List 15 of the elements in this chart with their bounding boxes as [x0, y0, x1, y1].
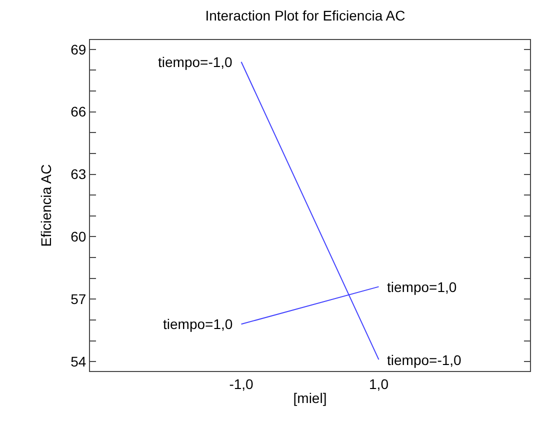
x-axis-title: [miel] [293, 390, 327, 406]
chart-title: Interaction Plot for Eficiencia AC [205, 7, 406, 24]
y-axis-title: Eficiencia AC [38, 164, 54, 247]
y-tick-label: 60 [70, 228, 86, 245]
x-tick-label: -1,0 [229, 376, 254, 392]
y-tick-label: 57 [70, 291, 86, 308]
x-tick-label: 1,0 [369, 376, 389, 392]
y-tick-label: 63 [70, 166, 86, 182]
y-tick-label: 54 [70, 354, 86, 370]
y-tick-label: 69 [70, 41, 86, 58]
text: tiempo=-1,0 [158, 54, 232, 70]
series-label: tiempo=1,0 [387, 279, 457, 295]
series-label: tiempo=-1,0 [387, 352, 462, 368]
text: tiempo=1,0 [163, 316, 233, 332]
y-tick-label: 66 [70, 104, 86, 120]
